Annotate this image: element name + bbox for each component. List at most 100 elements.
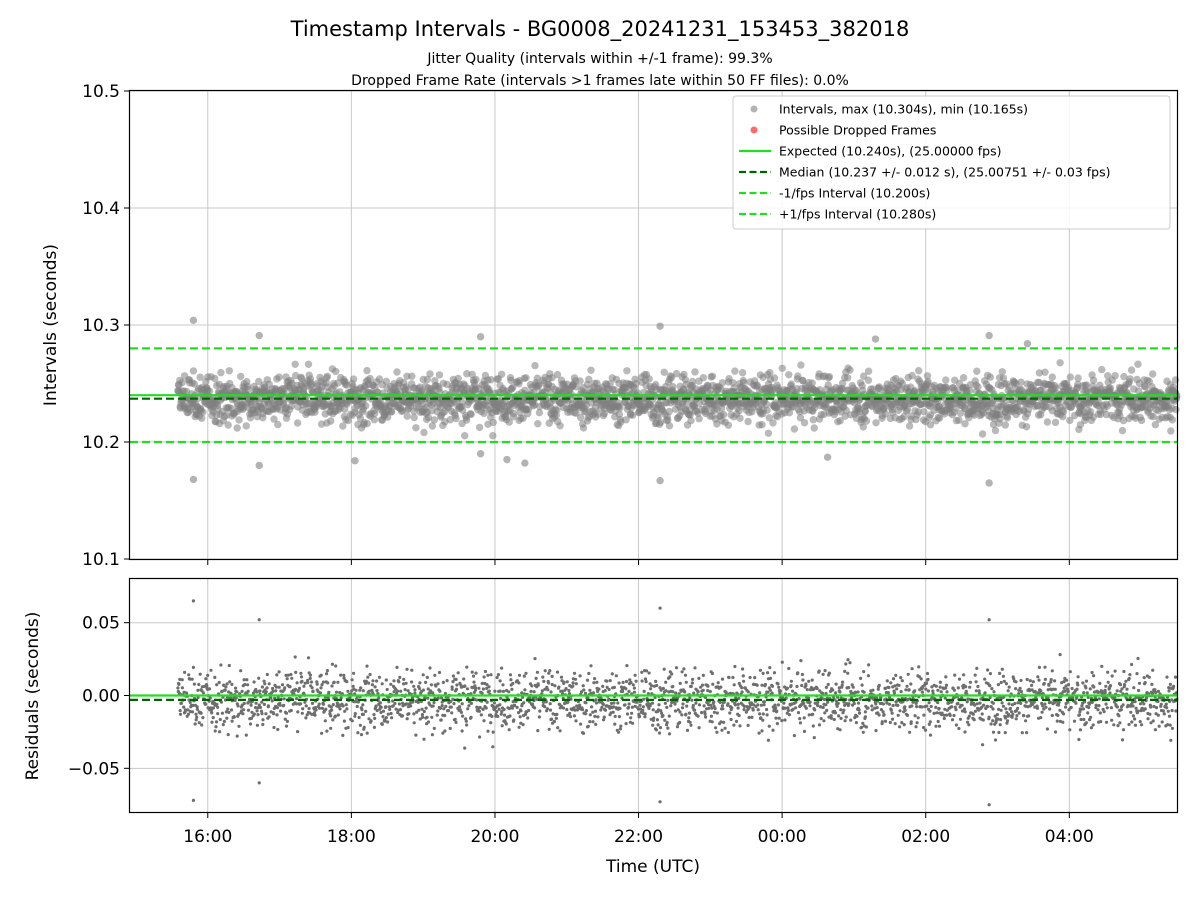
residual-point xyxy=(591,710,595,714)
residual-point xyxy=(235,734,239,738)
residual-point xyxy=(678,710,682,714)
residual-point xyxy=(211,716,215,720)
residual-point xyxy=(995,713,1000,717)
residual-point xyxy=(823,711,827,715)
residual-point xyxy=(213,729,217,733)
residual-point xyxy=(666,698,670,703)
residual-point xyxy=(1001,704,1006,708)
residual-point xyxy=(482,675,486,679)
residual-point xyxy=(1000,701,1004,705)
interval-point xyxy=(454,374,462,383)
interval-point xyxy=(739,378,748,387)
interval-point xyxy=(961,420,969,428)
residual-point xyxy=(1010,703,1015,707)
residual-point xyxy=(543,669,547,673)
residual-point xyxy=(879,695,883,700)
residual-point xyxy=(785,686,790,690)
residual-point xyxy=(660,711,664,715)
residual-point xyxy=(325,672,329,676)
residual-point xyxy=(450,685,454,689)
residual-point xyxy=(574,719,578,723)
residual-point xyxy=(630,711,634,715)
residual-point xyxy=(1062,680,1066,684)
residual-point xyxy=(344,703,348,707)
residual-point xyxy=(962,707,967,711)
residual-point xyxy=(638,703,642,707)
residual-point xyxy=(899,690,903,694)
residual-point xyxy=(965,700,969,704)
residual-point xyxy=(973,703,977,707)
residual-point xyxy=(938,685,942,689)
residual-point xyxy=(663,718,667,722)
residual-point xyxy=(612,701,616,705)
residual-point xyxy=(240,689,244,694)
residual-point xyxy=(720,704,725,708)
residual-point xyxy=(1019,701,1023,706)
residual-point xyxy=(759,716,763,720)
residual-point xyxy=(667,732,672,736)
residual-point xyxy=(718,700,722,705)
residual-point xyxy=(590,705,594,709)
interval-point xyxy=(758,421,766,429)
residual-point xyxy=(782,701,786,705)
residual-point xyxy=(256,713,260,717)
residual-point xyxy=(638,707,643,711)
residual-point xyxy=(572,714,577,718)
residual-point xyxy=(988,672,993,676)
residual-point xyxy=(277,670,281,674)
residual-point xyxy=(480,691,484,695)
interval-point xyxy=(764,429,773,437)
residual-point xyxy=(303,681,307,685)
interval-point xyxy=(942,376,950,384)
residual-point xyxy=(712,700,716,704)
residual-point xyxy=(875,706,879,710)
residual-point xyxy=(283,686,287,690)
interval-point xyxy=(719,410,728,419)
interval-point xyxy=(1168,416,1177,424)
residual-point xyxy=(474,686,478,690)
residual-point xyxy=(877,713,881,717)
residual-point xyxy=(736,702,740,707)
residual-point xyxy=(375,689,379,693)
residual-point xyxy=(225,716,229,720)
residual-point xyxy=(936,688,940,692)
residual-point xyxy=(451,697,455,702)
residual-point xyxy=(1068,728,1072,732)
residual-point xyxy=(866,706,870,710)
residual-point xyxy=(239,669,243,673)
residual-point xyxy=(657,731,662,735)
residual-point xyxy=(286,673,290,677)
residual-point xyxy=(509,678,513,682)
residual-point xyxy=(489,721,493,725)
interval-point xyxy=(304,360,313,368)
residual-point xyxy=(451,674,455,678)
residual-point xyxy=(715,730,719,734)
residual-point xyxy=(710,671,715,676)
residual-point xyxy=(837,714,841,718)
residual-point xyxy=(249,716,254,721)
residual-point xyxy=(874,702,878,706)
interval-point xyxy=(587,366,595,374)
interval-point xyxy=(408,372,416,380)
interval-point xyxy=(796,414,805,422)
residual-point xyxy=(986,668,990,672)
residual-point xyxy=(962,673,966,677)
residual-point xyxy=(253,706,258,710)
residual-point xyxy=(976,684,980,689)
interval-point xyxy=(522,374,530,382)
residual-point xyxy=(242,701,246,706)
interval-point xyxy=(1134,360,1142,368)
residual-point xyxy=(227,710,231,715)
residual-point xyxy=(625,712,630,716)
residual-point xyxy=(452,702,456,706)
residual-point xyxy=(557,685,561,689)
interval-point xyxy=(553,406,561,414)
residual-point xyxy=(302,684,306,688)
residual-point xyxy=(993,738,998,742)
residual-point xyxy=(1056,713,1060,718)
interval-point xyxy=(410,413,418,422)
residual-point xyxy=(249,703,253,707)
residual-point xyxy=(438,706,442,711)
residual-point xyxy=(330,708,334,712)
residual-point xyxy=(390,716,394,720)
